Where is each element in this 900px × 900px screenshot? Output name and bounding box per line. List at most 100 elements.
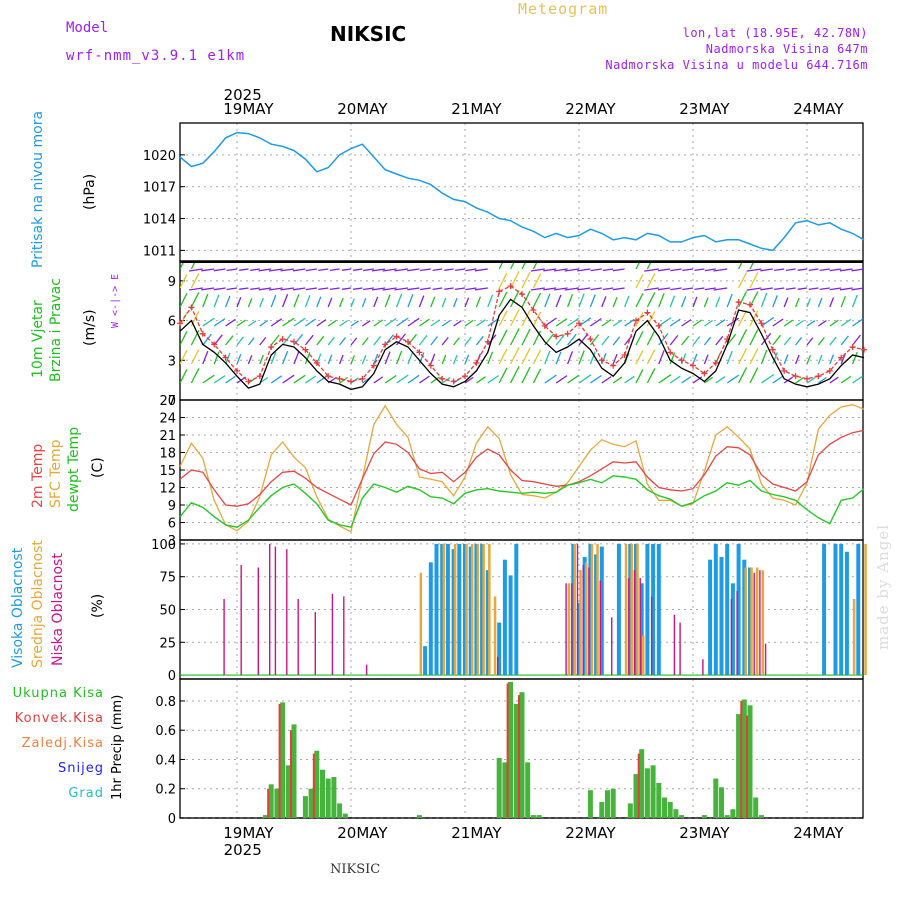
wind-arrow (760, 292, 768, 308)
cloud-low-bar (639, 578, 641, 675)
wind-arrow (371, 287, 386, 291)
dewpt-line (179, 475, 865, 529)
wind-arrow (840, 318, 852, 327)
wind-arrow (394, 287, 409, 291)
wind-arrow (487, 375, 499, 384)
precip-total-bar (263, 815, 268, 818)
wind-arrow (464, 297, 470, 308)
cloud-high-bar (634, 543, 638, 675)
precip-tick-label: 0 (168, 812, 176, 827)
wind-arrow (749, 272, 759, 289)
wind-arrow (418, 334, 428, 346)
wind-arrow (407, 268, 420, 272)
wind-arrow (635, 293, 644, 308)
wind-gust-marker (678, 357, 685, 364)
wind-gust-marker (781, 367, 788, 374)
wind-arrow (250, 268, 260, 272)
wind-arrow (795, 336, 803, 346)
precip-total-bar (605, 790, 610, 818)
wind-arrow (304, 295, 311, 308)
wind-arrow (396, 317, 409, 327)
wind-gust-marker (507, 283, 514, 290)
wind-arrow (441, 354, 447, 365)
wind-arrow (338, 297, 344, 308)
cloud-low-bar (286, 549, 288, 676)
wind-arrow (239, 268, 249, 271)
wind-arrow (316, 296, 322, 308)
precip-conv-bar (312, 753, 315, 818)
cloud-high-bar (839, 543, 844, 675)
wind-arrow (635, 331, 644, 346)
cloud-tick-label: 25 (159, 636, 176, 651)
wind-arrow (498, 329, 508, 346)
wind-arrow (270, 294, 277, 308)
wind-gust-marker (268, 344, 275, 351)
wind-arrow (316, 319, 327, 327)
cloud-low-bar (497, 656, 499, 676)
wind-arrow (521, 271, 531, 289)
wind-arrow (361, 354, 367, 365)
wind-arrow (250, 287, 260, 291)
wind-arrow (213, 318, 226, 327)
wind-arrow (268, 287, 283, 291)
wind-arrow (407, 351, 414, 365)
wind-arrow (602, 268, 614, 272)
wind-gust-marker (222, 354, 229, 361)
wind-arrow (226, 268, 238, 272)
precip-total-bar (325, 778, 331, 818)
wind-arrow (704, 268, 716, 272)
wind-arrow (350, 320, 359, 327)
cloud-high-bar (856, 543, 861, 675)
wind-arrow (487, 351, 494, 365)
precip-total-bar (701, 815, 707, 818)
wind-arrow (236, 336, 245, 346)
wind-arrow (577, 268, 591, 272)
wind-arrow (692, 353, 698, 365)
wind-speed-line (179, 298, 865, 391)
cloud-low-bar (753, 572, 755, 676)
wind-arrow (783, 319, 794, 327)
precip-total-bar (679, 815, 685, 818)
model-altitude: Nadmorska Visina u modelu 644.716m (605, 58, 868, 72)
date-label-bottom: 24MAY (793, 824, 844, 842)
wind-gust-marker (758, 320, 765, 327)
wind-tick-label: 9 (168, 275, 176, 290)
precip-total-bar (331, 777, 337, 818)
cloud-high-bar (468, 546, 473, 676)
wind-arrow (213, 375, 226, 384)
wind-gust-marker (177, 320, 183, 327)
wind-arrow (395, 293, 403, 308)
wind-arrow (382, 287, 397, 291)
cloud-mid-bar (573, 543, 576, 675)
date-label-bottom: 20MAY (337, 824, 388, 842)
wind-arrow (658, 350, 665, 365)
wind-arrow (761, 373, 775, 384)
cloud-low-bar (365, 664, 368, 676)
precip-total-bar (508, 681, 514, 818)
wind-arrow (806, 354, 812, 365)
wind-arrow (361, 297, 367, 308)
wind-gust-marker (541, 322, 548, 329)
wind-arrow (567, 333, 577, 346)
wind-arrow (589, 294, 596, 308)
wind-arrow (201, 287, 215, 291)
wind-arrow (225, 335, 234, 346)
wind-arrow (658, 293, 665, 308)
wind-arrow (703, 354, 709, 365)
wind-arrow (292, 287, 306, 291)
cloud-high-bar (440, 543, 445, 675)
wind-arrow (353, 287, 363, 290)
precip-legend-snow: Snijeg (58, 761, 104, 776)
wind-arrow (316, 335, 325, 346)
wind-arrow (795, 376, 804, 384)
precip-total-bar (416, 815, 422, 818)
cloud-mid-bar (465, 543, 468, 675)
wind-arrow (430, 296, 436, 308)
wind-gust-marker (462, 373, 468, 380)
wind-arrow (318, 287, 329, 291)
wind-arrow (384, 374, 397, 384)
cloud-high-bar (434, 543, 439, 675)
wind-arrow (189, 268, 203, 272)
wind-arrow (681, 335, 690, 346)
wind-arrow (213, 334, 223, 346)
